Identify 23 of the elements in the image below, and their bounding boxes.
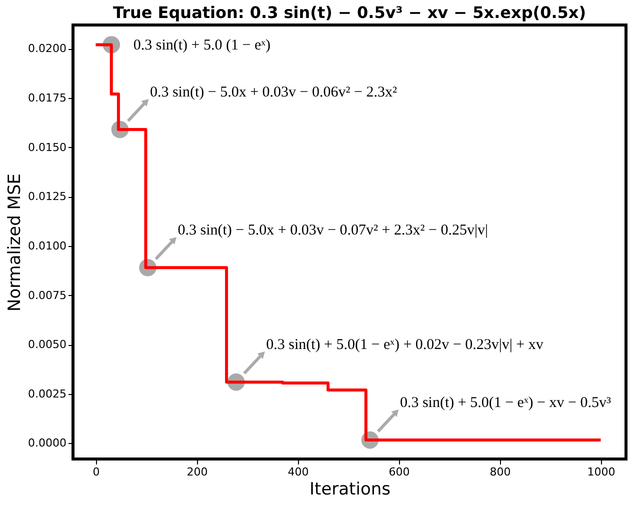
y-tick-label: 0.0075 [28,288,66,302]
x-tick-label: 400 [288,466,309,478]
annotation: 0.3 sin(t) + 5.0(1 − eˣ) − xv − 0.5v³ [400,395,612,412]
y-tick-label: 0.0000 [28,436,66,450]
y-tick-label: 0.0025 [28,387,66,400]
annotation: 0.3 sin(t) − 5.0x + 0.03v − 0.07v² + 2.3x² − 0.25v|v| [178,222,488,239]
x-tick-label: 800 [490,466,511,478]
y-axis-title: Normalized MSE [5,173,26,312]
y-tick-label: 0.0200 [28,42,66,56]
y-tick-label: 0.0150 [28,140,66,154]
x-axis-title: Iterations [310,480,391,500]
x-tick-label: 1000 [587,466,616,478]
y-tick-label: 0.0125 [28,190,66,204]
annotation: 0.3 sin(t) + 5.0 (1 − eˣ) [133,38,270,54]
y-tick-label: 0.0050 [28,338,66,352]
annotation: 0.3 sin(t) − 5.0x + 0.03v − 0.06v² − 2.3x² [150,84,398,101]
x-tick-label: 200 [186,466,208,478]
x-tick-label: 600 [388,466,410,478]
y-tick-label: 0.0175 [28,91,66,104]
chart-title: True Equation: 0.3 sin(t) − 0.5v³ − xv − 5x.exp(0.5x) [112,3,586,22]
y-tick-label: 0.0100 [28,239,66,252]
x-tick-label: 0 [92,466,100,478]
annotation: 0.3 sin(t) + 5.0(1 − eˣ) + 0.02v − 0.23v|v| + xv [266,337,544,354]
